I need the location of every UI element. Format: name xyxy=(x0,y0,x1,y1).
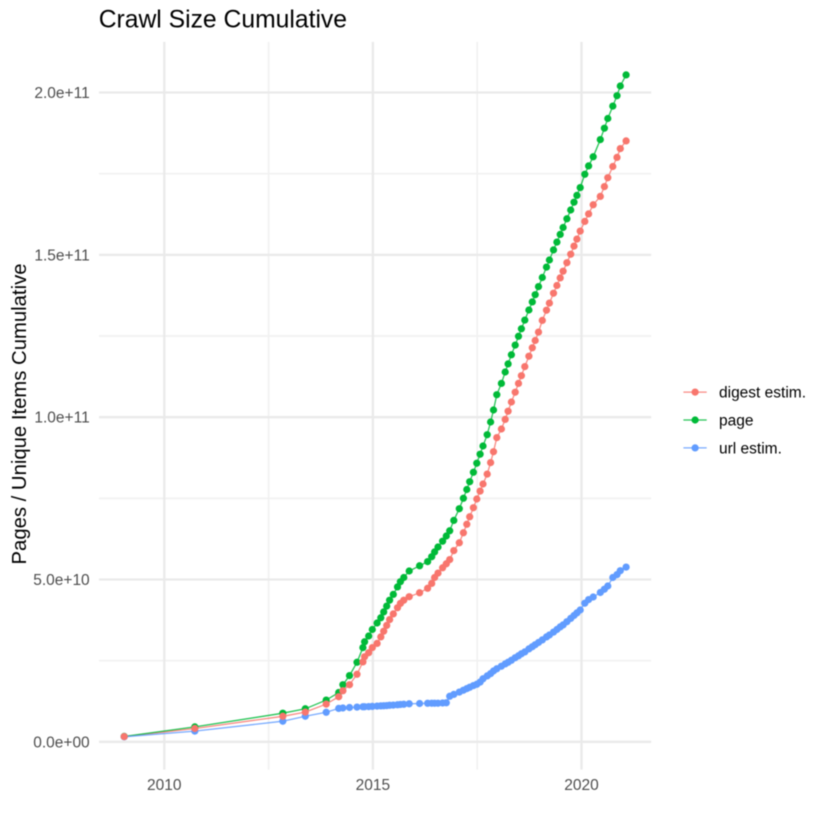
svg-text:2020: 2020 xyxy=(564,777,599,794)
svg-text:2.0e+11: 2.0e+11 xyxy=(34,85,89,102)
svg-text:Crawl Size Cumulative: Crawl Size Cumulative xyxy=(99,7,347,34)
svg-text:1.0e+11: 1.0e+11 xyxy=(34,410,89,427)
svg-text:page: page xyxy=(719,413,753,430)
svg-text:digest estim.: digest estim. xyxy=(719,385,806,402)
svg-text:1.5e+11: 1.5e+11 xyxy=(34,247,89,264)
svg-text:2015: 2015 xyxy=(356,777,390,794)
svg-text:0.0e+00: 0.0e+00 xyxy=(33,734,90,751)
svg-text:2010: 2010 xyxy=(147,777,182,794)
svg-text:url estim.: url estim. xyxy=(719,440,782,457)
svg-text:Pages / Unique Items Cumulativ: Pages / Unique Items Cumulative xyxy=(9,264,31,565)
svg-text:5.0e+10: 5.0e+10 xyxy=(33,572,90,589)
